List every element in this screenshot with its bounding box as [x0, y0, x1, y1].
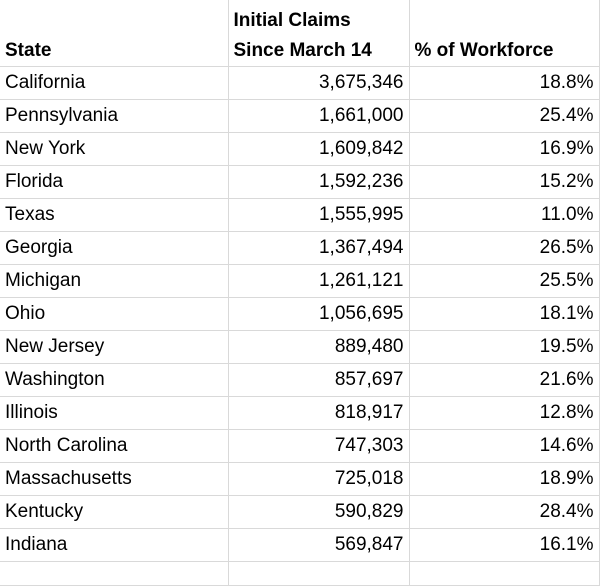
- empty-cell[interactable]: [0, 561, 229, 586]
- cell-claims[interactable]: 1,661,000: [228, 99, 410, 133]
- cell-state[interactable]: Georgia: [0, 231, 229, 265]
- cell-claims[interactable]: 1,367,494: [228, 231, 410, 265]
- cell-state[interactable]: New Jersey: [0, 330, 229, 364]
- cell-claims[interactable]: 1,056,695: [228, 297, 410, 331]
- cell-claims[interactable]: 1,261,121: [228, 264, 410, 298]
- table-row: Kentucky 590,829 28.4%: [0, 495, 600, 529]
- cell-state[interactable]: Washington: [0, 363, 229, 397]
- table-row: California 3,675,346 18.8%: [0, 66, 600, 100]
- table-row: Georgia 1,367,494 26.5%: [0, 231, 600, 265]
- cell-state[interactable]: Texas: [0, 198, 229, 232]
- cell-percent[interactable]: 26.5%: [409, 231, 600, 265]
- header-cell-claims[interactable]: Initial Claims Since March 14: [228, 0, 410, 67]
- cell-state[interactable]: North Carolina: [0, 429, 229, 463]
- cell-percent[interactable]: 18.9%: [409, 462, 600, 496]
- header-cell-state[interactable]: State: [0, 0, 229, 67]
- table-row: New York 1,609,842 16.9%: [0, 132, 600, 166]
- cell-state[interactable]: Ohio: [0, 297, 229, 331]
- cell-percent[interactable]: 12.8%: [409, 396, 600, 430]
- cell-percent[interactable]: 11.0%: [409, 198, 600, 232]
- header-claims-line1: Initial Claims: [233, 9, 351, 31]
- cell-percent[interactable]: 15.2%: [409, 165, 600, 199]
- cell-state[interactable]: Michigan: [0, 264, 229, 298]
- cell-state[interactable]: California: [0, 66, 229, 100]
- cell-state[interactable]: Illinois: [0, 396, 229, 430]
- cell-state[interactable]: Massachusetts: [0, 462, 229, 496]
- cell-percent[interactable]: 21.6%: [409, 363, 600, 397]
- cell-claims[interactable]: 1,592,236: [228, 165, 410, 199]
- empty-row: [0, 561, 600, 586]
- header-percent-label: % of Workforce: [414, 39, 554, 61]
- table-row: Florida 1,592,236 15.2%: [0, 165, 600, 199]
- cell-percent[interactable]: 14.6%: [409, 429, 600, 463]
- table-row: Washington 857,697 21.6%: [0, 363, 600, 397]
- cell-percent[interactable]: 18.1%: [409, 297, 600, 331]
- cell-claims[interactable]: 818,917: [228, 396, 410, 430]
- cell-claims[interactable]: 889,480: [228, 330, 410, 364]
- cell-claims[interactable]: 3,675,346: [228, 66, 410, 100]
- cell-claims[interactable]: 590,829: [228, 495, 410, 529]
- header-claims-line2: Since March 14: [233, 39, 372, 61]
- cell-percent[interactable]: 25.5%: [409, 264, 600, 298]
- header-cell-percent[interactable]: % of Workforce: [409, 0, 600, 67]
- cell-state[interactable]: Indiana: [0, 528, 229, 562]
- cell-claims[interactable]: 725,018: [228, 462, 410, 496]
- table-row: North Carolina 747,303 14.6%: [0, 429, 600, 463]
- cell-percent[interactable]: 16.1%: [409, 528, 600, 562]
- table-row: Indiana 569,847 16.1%: [0, 528, 600, 562]
- cell-claims[interactable]: 569,847: [228, 528, 410, 562]
- empty-cell[interactable]: [228, 561, 410, 586]
- cell-state[interactable]: New York: [0, 132, 229, 166]
- cell-state[interactable]: Pennsylvania: [0, 99, 229, 133]
- cell-state[interactable]: Kentucky: [0, 495, 229, 529]
- cell-claims[interactable]: 857,697: [228, 363, 410, 397]
- header-state-label: State: [5, 39, 52, 61]
- cell-percent[interactable]: 16.9%: [409, 132, 600, 166]
- cell-percent[interactable]: 18.8%: [409, 66, 600, 100]
- empty-cell[interactable]: [409, 561, 600, 586]
- table-row: Ohio 1,056,695 18.1%: [0, 297, 600, 331]
- cell-percent[interactable]: 28.4%: [409, 495, 600, 529]
- table-row: Michigan 1,261,121 25.5%: [0, 264, 600, 298]
- cell-percent[interactable]: 25.4%: [409, 99, 600, 133]
- cell-percent[interactable]: 19.5%: [409, 330, 600, 364]
- table-row: Texas 1,555,995 11.0%: [0, 198, 600, 232]
- table-row: New Jersey 889,480 19.5%: [0, 330, 600, 364]
- cell-claims[interactable]: 747,303: [228, 429, 410, 463]
- cell-state[interactable]: Florida: [0, 165, 229, 199]
- table-row: Illinois 818,917 12.8%: [0, 396, 600, 430]
- cell-claims[interactable]: 1,555,995: [228, 198, 410, 232]
- table-row: Massachusetts 725,018 18.9%: [0, 462, 600, 496]
- cell-claims[interactable]: 1,609,842: [228, 132, 410, 166]
- header-row: State Initial Claims Since March 14 % of…: [0, 0, 600, 67]
- table-row: Pennsylvania 1,661,000 25.4%: [0, 99, 600, 133]
